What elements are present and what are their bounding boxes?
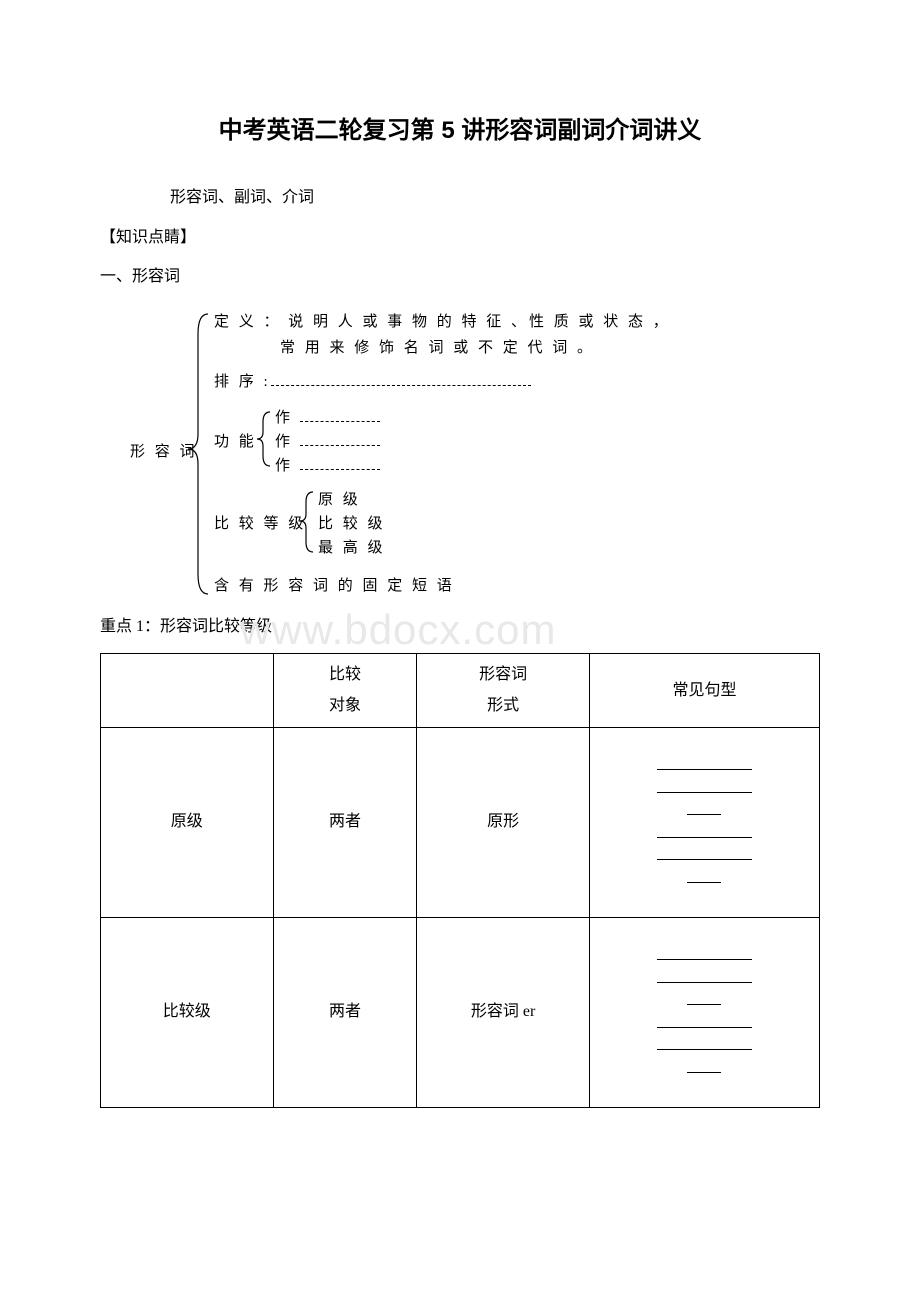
diagram-root: 形 容 词 <box>130 440 198 461</box>
comparison-table: 比较对象 形容词形式 常见句型 原级 两者 原形 比较级 两者 形容词 er <box>100 653 820 1108</box>
cell-form-1: 原形 <box>417 728 590 918</box>
h2l2: 形式 <box>487 697 519 714</box>
blank-line <box>657 824 752 838</box>
blank-line <box>657 1036 752 1050</box>
cell-obj-2: 两者 <box>273 918 417 1108</box>
table-row: 比较级 两者 形容词 er <box>101 918 820 1108</box>
section-one: 一、形容词 <box>100 264 820 290</box>
diagram-ordering: 排 序 : <box>214 370 531 391</box>
blank-line <box>687 869 721 883</box>
cell-obj-1: 两者 <box>273 728 417 918</box>
header-pattern: 常见句型 <box>589 654 819 728</box>
ordering-label: 排 序 : <box>214 374 271 390</box>
blank-line <box>657 756 752 770</box>
func-blank-1 <box>300 410 380 422</box>
header-blank <box>101 654 274 728</box>
h1l2: 对象 <box>329 697 361 714</box>
diagram-def-l1: 定 义 ： 说 明 人 或 事 物 的 特 征 、性 质 或 状 态 ， <box>214 310 671 331</box>
func-item-label: 作 <box>275 434 293 450</box>
blank-line <box>687 1059 721 1073</box>
header-form: 形容词形式 <box>417 654 590 728</box>
table-header-row: 比较对象 形容词形式 常见句型 <box>101 654 820 728</box>
diagram-func-2: 作 <box>275 430 380 451</box>
cell-pattern-1 <box>589 728 819 918</box>
h2l1: 形容词 <box>479 666 527 683</box>
keypoint-1: 重点 1：形容词比较等级 www.bdocx.com <box>100 614 820 640</box>
blank-line <box>687 801 721 815</box>
blank-line <box>657 969 752 983</box>
diagram-fixed-phrase: 含 有 形 容 词 的 固 定 短 语 <box>214 574 455 595</box>
page-title: 中考英语二轮复习第 5 讲形容词副词介词讲义 <box>100 110 820 145</box>
subtitle: 形容词、副词、介词 <box>170 185 820 211</box>
adjective-diagram: 形 容 词 定 义 ： 说 明 人 或 事 物 的 特 征 、性 质 或 状 态… <box>130 304 820 604</box>
diagram-compare-1: 原 级 <box>318 488 361 509</box>
blank-line <box>657 846 752 860</box>
func-item-label: 作 <box>275 458 293 474</box>
blank-line <box>657 1014 752 1028</box>
blank-line <box>687 991 721 1005</box>
func-blank-2 <box>300 434 380 446</box>
diagram-function-label: 功 能 <box>214 430 257 451</box>
func-item-label: 作 <box>275 410 293 426</box>
cell-pattern-2 <box>589 918 819 1108</box>
cell-label-2: 比较级 <box>101 918 274 1108</box>
blank-line <box>657 946 752 960</box>
header-obj: 比较对象 <box>273 654 417 728</box>
diagram-func-1: 作 <box>275 406 380 427</box>
diagram-compare-2: 比 较 级 <box>318 512 386 533</box>
func-blank-3 <box>300 458 380 470</box>
table-row: 原级 两者 原形 <box>101 728 820 918</box>
section-header: 【知识点睛】 <box>100 225 820 251</box>
h1l1: 比较 <box>329 666 361 683</box>
diagram-compare-label: 比 较 等 级 <box>214 512 306 533</box>
cell-form-2: 形容词 er <box>417 918 590 1108</box>
diagram-func-3: 作 <box>275 454 380 475</box>
diagram-compare-3: 最 高 级 <box>318 536 386 557</box>
diagram-def-l2: 常 用 来 修 饰 名 词 或 不 定 代 词 。 <box>280 336 595 357</box>
cell-label-1: 原级 <box>101 728 274 918</box>
blank-line <box>657 779 752 793</box>
ordering-blank <box>271 374 531 386</box>
